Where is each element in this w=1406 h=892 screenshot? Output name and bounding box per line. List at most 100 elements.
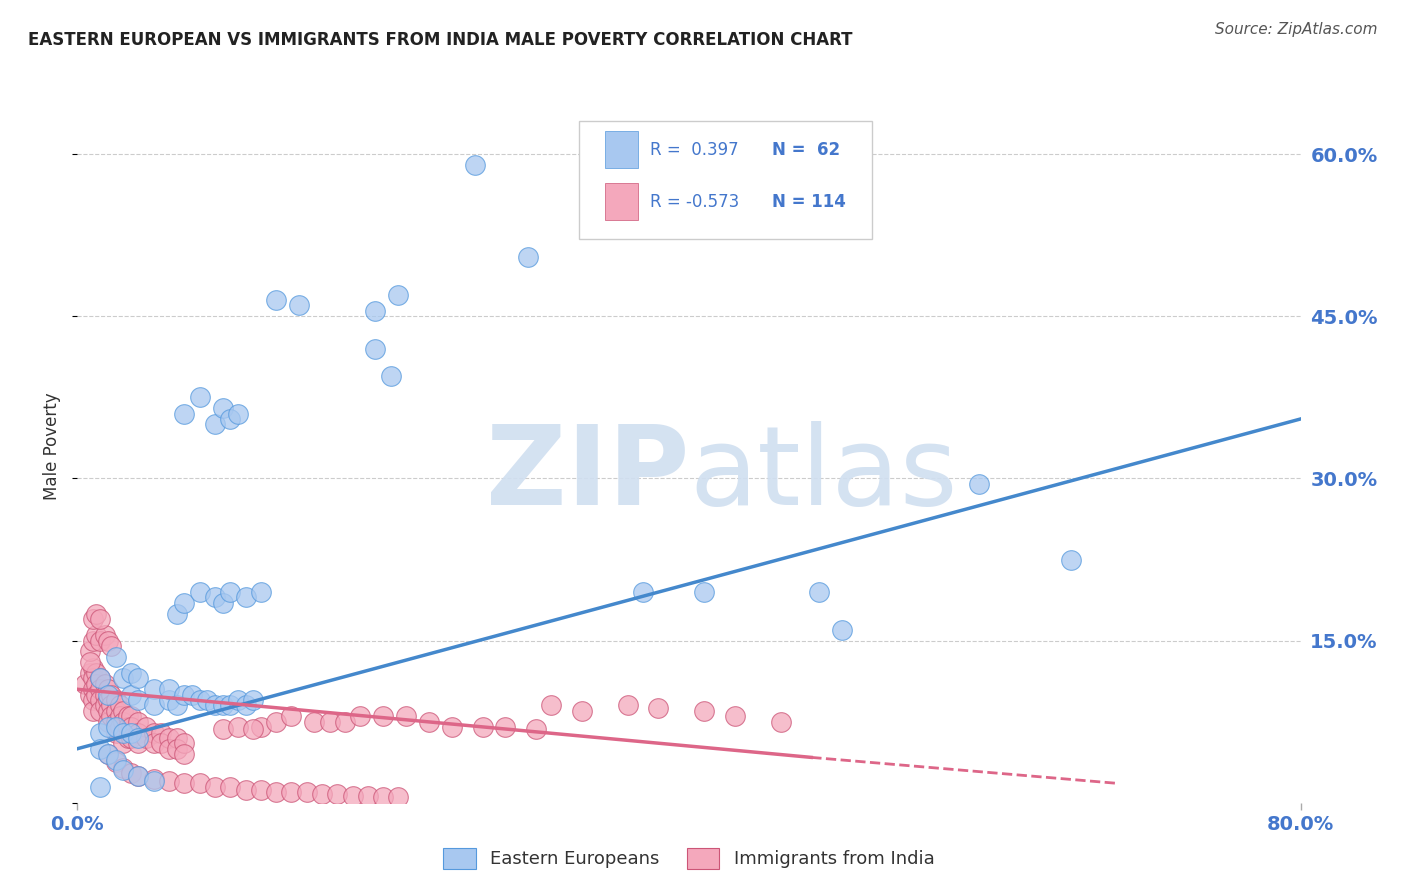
Point (117, 720, 139, 734)
Point (73, 677, 96, 691)
Text: Source: ZipAtlas.com: Source: ZipAtlas.com (1215, 22, 1378, 37)
Point (380, 368, 402, 383)
Point (311, 787, 333, 801)
Point (112, 761, 135, 775)
Point (204, 780, 226, 794)
Point (94, 628, 117, 642)
Point (82, 612, 104, 626)
Point (304, 714, 326, 729)
Point (471, 720, 494, 734)
Point (128, 693, 150, 707)
Point (117, 731, 139, 745)
Point (173, 596, 195, 610)
Point (112, 714, 135, 729)
Point (387, 790, 409, 805)
Point (204, 417, 226, 432)
Point (371, 709, 394, 723)
Point (693, 704, 716, 718)
Point (120, 720, 142, 734)
Point (89, 693, 111, 707)
Point (82, 682, 104, 697)
Point (364, 342, 387, 356)
Point (211, 723, 233, 737)
Point (82, 693, 104, 707)
Point (89, 672, 111, 686)
Point (82, 660, 104, 674)
Point (1060, 552, 1083, 566)
Point (318, 714, 340, 729)
Point (188, 776, 211, 790)
Point (617, 698, 640, 713)
Point (142, 736, 165, 750)
Point (326, 787, 349, 801)
Point (333, 714, 356, 729)
Text: ZIP: ZIP (485, 421, 689, 528)
Point (120, 709, 142, 723)
Point (120, 765, 142, 780)
Point (104, 720, 127, 734)
FancyBboxPatch shape (605, 131, 637, 169)
Point (100, 639, 122, 653)
FancyBboxPatch shape (579, 121, 873, 239)
Point (219, 585, 242, 599)
Point (173, 747, 195, 761)
Point (173, 776, 195, 790)
Point (226, 720, 249, 734)
Point (235, 782, 257, 797)
Point (769, 714, 792, 729)
Point (647, 700, 669, 714)
Point (82, 633, 104, 648)
Point (112, 672, 135, 686)
Point (181, 688, 204, 702)
Point (517, 250, 540, 264)
Point (79, 655, 101, 669)
Point (157, 731, 180, 745)
Point (104, 649, 127, 664)
Point (250, 782, 273, 797)
Point (108, 709, 131, 723)
Point (226, 407, 249, 421)
Point (173, 688, 195, 702)
Legend: Eastern Europeans, Immigrants from India: Eastern Europeans, Immigrants from India (436, 840, 942, 876)
Point (128, 672, 150, 686)
Point (112, 704, 135, 718)
Text: atlas: atlas (689, 421, 957, 528)
Point (142, 774, 165, 789)
Point (112, 764, 135, 778)
Point (831, 623, 853, 637)
Point (120, 731, 142, 745)
Point (371, 790, 394, 805)
Point (82, 672, 104, 686)
Point (969, 476, 991, 491)
Point (157, 682, 180, 697)
Point (89, 741, 111, 756)
Point (84, 666, 107, 681)
Point (364, 303, 387, 318)
Point (120, 666, 142, 681)
Point (97, 693, 120, 707)
Point (387, 287, 409, 301)
Point (117, 709, 139, 723)
Point (104, 704, 127, 718)
Point (211, 596, 233, 610)
Point (540, 698, 562, 713)
Point (188, 390, 211, 404)
Point (235, 698, 257, 713)
Point (157, 741, 180, 756)
Point (242, 723, 264, 737)
Point (112, 725, 135, 739)
Point (79, 666, 101, 681)
Point (204, 698, 226, 713)
Text: R =  0.397: R = 0.397 (650, 141, 738, 159)
Point (142, 725, 165, 739)
Point (571, 704, 593, 718)
Point (89, 682, 111, 697)
Point (357, 789, 380, 804)
Point (128, 731, 150, 745)
Point (150, 736, 173, 750)
Point (97, 720, 120, 734)
Point (97, 633, 120, 648)
Point (288, 298, 311, 312)
Point (84, 607, 107, 621)
Point (235, 591, 257, 605)
